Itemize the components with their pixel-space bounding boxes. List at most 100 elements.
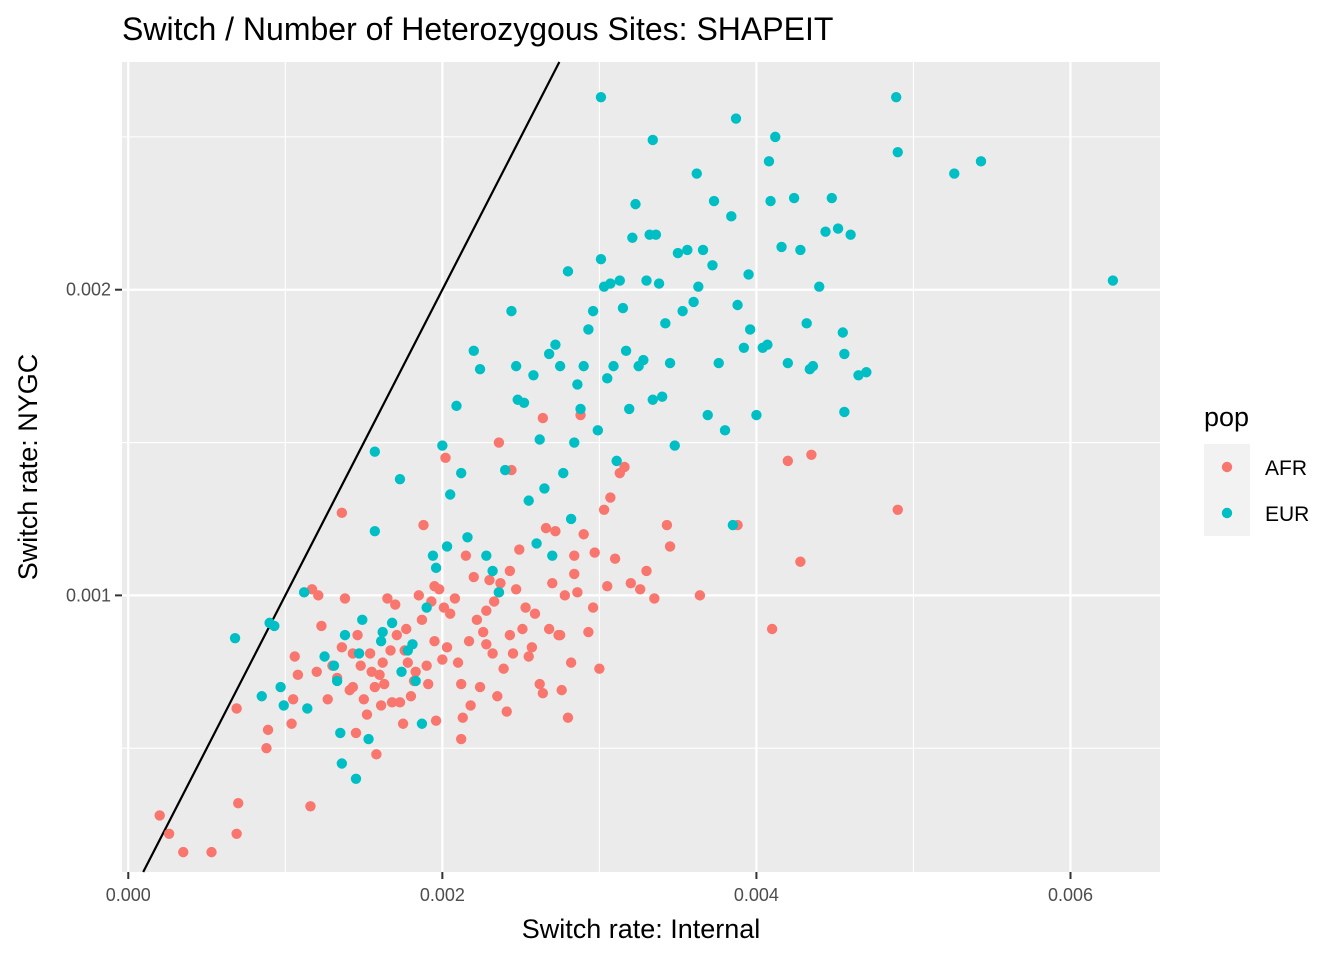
point-afr [609, 553, 621, 564]
point-afr [635, 584, 646, 595]
point-afr [358, 694, 370, 705]
point-eur [751, 409, 762, 421]
point-afr [892, 504, 903, 515]
point-eur [369, 525, 381, 537]
point-afr [206, 846, 217, 858]
point-afr [795, 556, 806, 567]
point-eur [795, 244, 806, 256]
point-afr [429, 636, 440, 647]
point-eur [468, 345, 479, 357]
point-afr [540, 522, 552, 534]
legend-key-background [1204, 444, 1250, 536]
point-eur [804, 363, 816, 375]
point-eur [853, 370, 864, 381]
point-eur [575, 403, 586, 415]
point-eur [839, 348, 850, 360]
point-eur [707, 260, 718, 271]
point-afr [233, 798, 244, 809]
point-afr [364, 648, 376, 659]
point-eur [688, 296, 699, 308]
point-eur [738, 342, 750, 353]
point-afr [361, 709, 373, 720]
point-afr [520, 602, 531, 613]
point-eur [638, 354, 649, 366]
point-eur [647, 394, 658, 405]
point-afr [468, 571, 479, 583]
point-afr [562, 712, 574, 723]
point-eur [664, 357, 676, 369]
point-afr [565, 657, 577, 668]
point-eur [565, 513, 577, 525]
x-axis-title: Switch rate: Internal [522, 914, 761, 944]
point-afr [375, 700, 387, 711]
point-afr [589, 547, 600, 558]
point-eur [660, 318, 671, 329]
point-eur [437, 440, 448, 451]
axis-ticks: 0.000 0.002 0.004 0.006 0.001 0.002 [66, 280, 1093, 905]
point-afr [547, 577, 558, 589]
point-eur [487, 565, 498, 577]
point-afr [350, 727, 362, 739]
x-tick-label: 0.002 [420, 885, 465, 905]
point-afr [526, 642, 538, 653]
point-afr [495, 577, 506, 589]
point-eur [814, 281, 825, 292]
point-eur [407, 639, 418, 650]
point-afr [523, 651, 534, 662]
point-afr [437, 654, 448, 665]
point-afr [619, 461, 630, 473]
y-tick-label: 0.002 [66, 280, 111, 300]
point-afr [231, 703, 242, 714]
point-afr [416, 614, 428, 626]
point-eur [697, 244, 709, 256]
point-eur [702, 409, 713, 421]
point-eur [620, 345, 632, 357]
point-eur [386, 617, 398, 629]
point-eur [788, 192, 800, 204]
point-eur [647, 134, 658, 146]
point-afr [402, 657, 414, 668]
point-afr [401, 623, 412, 635]
x-tick-label: 0.006 [1048, 885, 1093, 905]
point-afr [598, 504, 610, 515]
point-afr [163, 828, 175, 839]
point-afr [559, 590, 571, 601]
point-eur [339, 629, 351, 641]
point-eur [837, 327, 848, 338]
point-eur [677, 305, 688, 317]
point-afr [510, 584, 522, 595]
point-eur [534, 434, 545, 445]
point-eur [826, 192, 837, 204]
point-eur [493, 587, 505, 598]
point-eur [820, 226, 831, 237]
point-eur [455, 467, 467, 479]
point-eur [377, 626, 388, 638]
point-afr [782, 455, 794, 467]
point-afr [484, 574, 495, 586]
point-eur [369, 446, 381, 457]
point-afr [474, 681, 486, 693]
point-eur [298, 587, 310, 598]
point-afr [322, 694, 333, 705]
point-eur [691, 168, 702, 179]
point-afr [605, 492, 616, 503]
point-eur [375, 636, 387, 647]
point-afr [369, 681, 381, 693]
point-eur [730, 113, 742, 124]
point-afr [311, 666, 322, 677]
point-eur [550, 339, 561, 350]
legend: pop AFR EUR [1204, 402, 1309, 536]
point-afr [394, 697, 406, 708]
point-eur [528, 370, 539, 381]
point-eur [547, 550, 558, 561]
point-eur [331, 675, 343, 687]
point-afr [569, 550, 580, 561]
point-eur [510, 360, 522, 372]
point-afr [441, 642, 453, 653]
point-afr [471, 614, 483, 626]
point-afr [649, 593, 660, 604]
point-afr [554, 629, 566, 641]
point-afr [292, 669, 304, 681]
point-eur [595, 91, 607, 103]
point-afr [374, 669, 385, 681]
